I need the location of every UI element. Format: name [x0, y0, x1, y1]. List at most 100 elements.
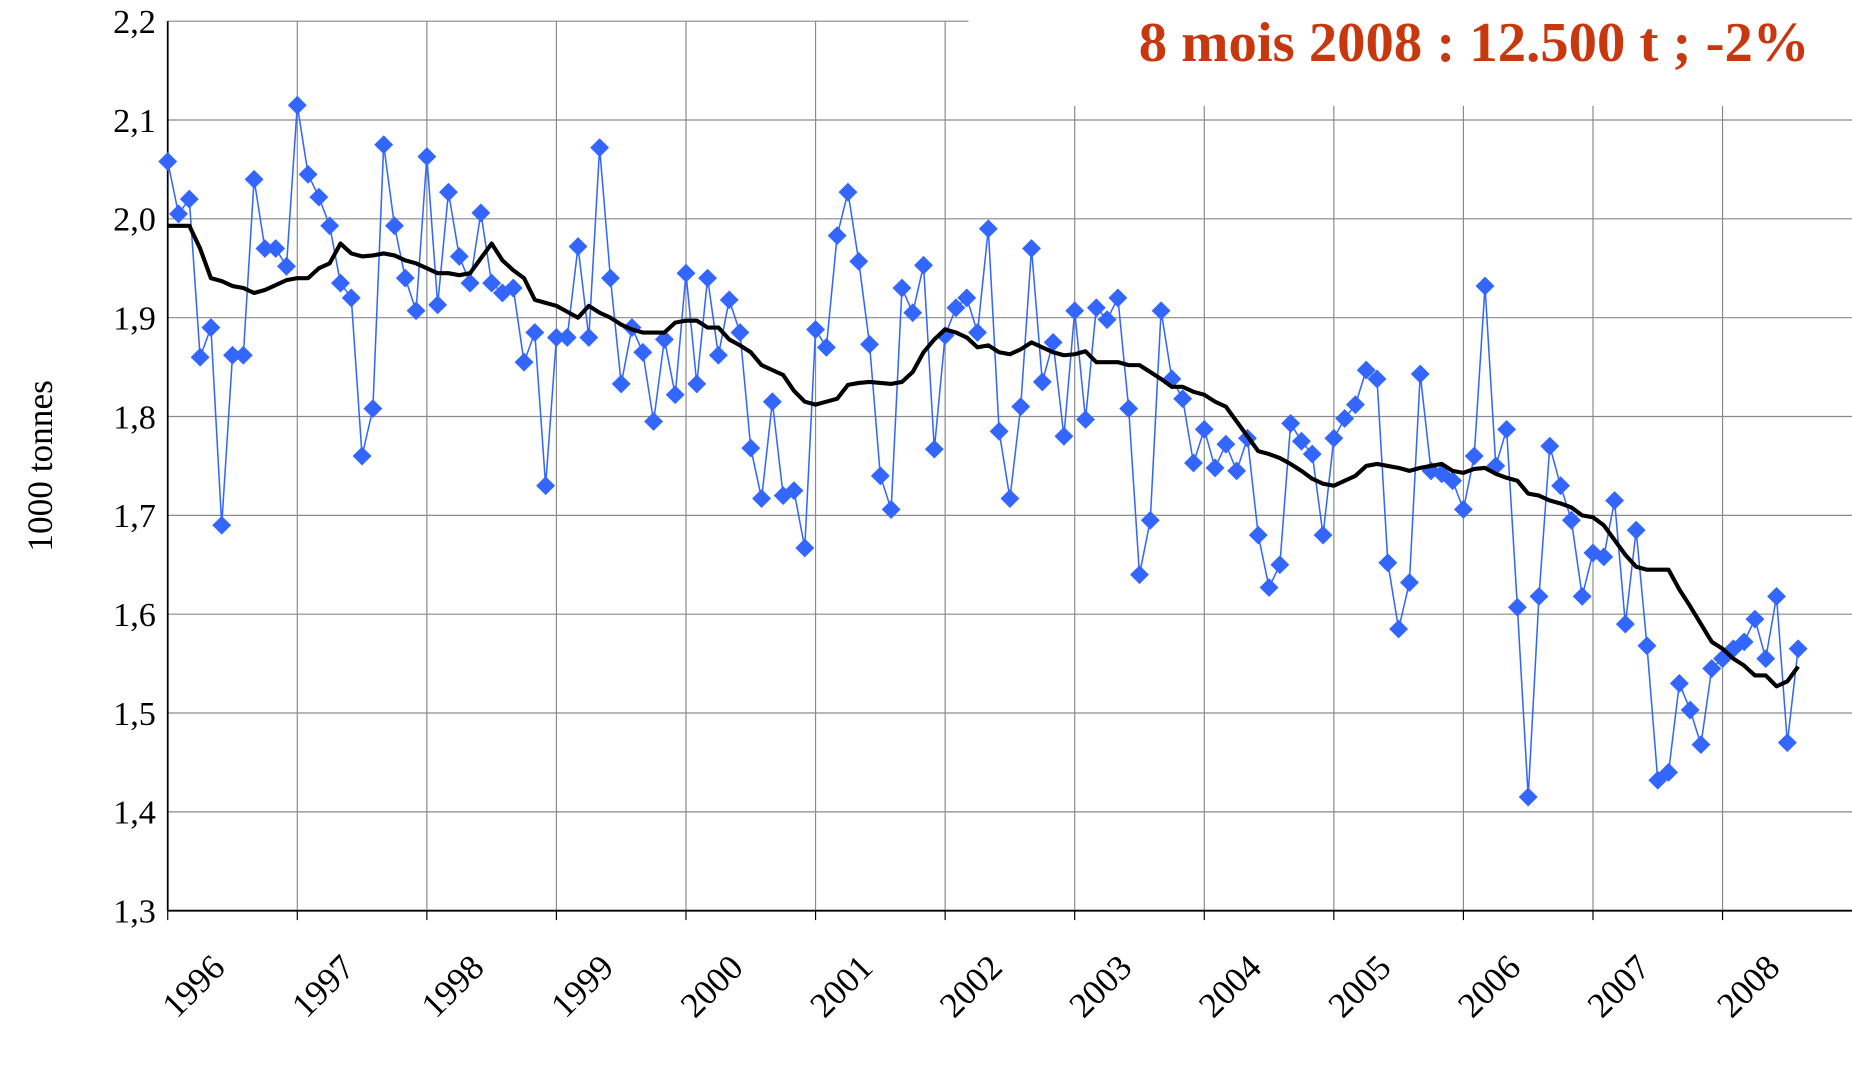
data-point [1399, 573, 1419, 592]
data-point [1248, 525, 1268, 545]
data-point [762, 392, 782, 412]
data-point [201, 318, 221, 337]
data-point [568, 237, 588, 256]
data-point [1184, 453, 1203, 473]
x-tick-label: 2000 [672, 947, 750, 1025]
data-point [654, 330, 674, 349]
data-point [309, 187, 329, 207]
data-point [1529, 586, 1549, 606]
data-point [1032, 372, 1052, 392]
data-point [1000, 489, 1020, 508]
data-point [1292, 431, 1311, 451]
data-point [1345, 395, 1365, 415]
data-point [1227, 461, 1247, 481]
data-point [514, 352, 534, 372]
data-point [233, 345, 253, 365]
y-tick-label: 2,0 [113, 202, 156, 239]
data-point [1410, 364, 1430, 384]
data-point [1615, 614, 1635, 634]
data-point [1119, 399, 1139, 419]
data-point [385, 216, 404, 236]
data-point [1205, 458, 1225, 478]
data-point [1043, 332, 1063, 352]
data-point [1788, 639, 1808, 659]
data-point [449, 246, 469, 266]
data-point [644, 412, 664, 431]
data-point [1551, 476, 1571, 496]
data-point [223, 345, 242, 365]
data-point [1702, 659, 1722, 678]
data-point [1097, 310, 1117, 330]
y-axis-label: 1000 tonnes [20, 380, 60, 552]
data-point [1054, 426, 1074, 446]
data-point [1626, 520, 1646, 540]
series-line [166, 104, 1799, 798]
data-point [1281, 414, 1301, 433]
data-point [277, 256, 296, 276]
data-point [838, 182, 858, 202]
data-point [1130, 565, 1149, 585]
data-point [363, 399, 383, 419]
y-tick-label: 1,5 [113, 696, 156, 733]
data-point [968, 323, 987, 342]
data-point [892, 278, 912, 298]
data-point [179, 189, 199, 209]
data-point [536, 476, 556, 496]
y-tick-label: 1,6 [113, 597, 156, 634]
data-point [298, 164, 318, 184]
data-point [946, 298, 966, 318]
data-point [557, 328, 577, 347]
data-point [719, 290, 739, 310]
x-tick-label: 1997 [284, 947, 362, 1025]
data-point [870, 466, 890, 486]
data-point [352, 446, 372, 466]
data-point [687, 374, 707, 394]
data-point [1356, 360, 1376, 380]
data-point [190, 347, 210, 367]
data-point [590, 138, 610, 158]
data-point [924, 439, 944, 459]
data-point [881, 500, 901, 519]
data-point [795, 538, 815, 558]
data-point [978, 219, 998, 239]
annotation: 8 mois 2008 : 12.500 t ; -2% [1139, 12, 1810, 74]
data-point [1583, 543, 1603, 563]
data-point [169, 204, 188, 224]
data-point [1076, 410, 1095, 429]
data-point [1065, 301, 1085, 321]
data-point [1475, 276, 1495, 296]
data-point [341, 288, 361, 308]
data-point [1194, 419, 1214, 439]
data-point [741, 438, 761, 458]
data-point [903, 303, 923, 323]
data-point [1734, 632, 1754, 652]
data-point [1022, 239, 1041, 258]
data-point [1745, 609, 1765, 629]
data-point [1302, 444, 1322, 464]
data-point [1443, 471, 1463, 491]
data-point [244, 169, 264, 189]
data-point [374, 135, 394, 155]
data-point [525, 323, 545, 342]
data-point [1637, 636, 1657, 656]
data-point [1669, 673, 1689, 693]
data-point [989, 421, 1009, 441]
data-point [1507, 597, 1527, 617]
data-point [1756, 649, 1776, 669]
data-point [1151, 301, 1171, 321]
data-point [1464, 446, 1484, 466]
data-point [1270, 555, 1290, 575]
data-point [1572, 586, 1592, 606]
data-point [1518, 787, 1538, 807]
data-point [708, 345, 728, 365]
y-tick-label: 2,2 [113, 4, 156, 41]
data-point [212, 515, 232, 535]
data-point [1216, 434, 1236, 454]
data-point [428, 295, 448, 315]
data-point [1389, 619, 1409, 639]
data-point [1497, 419, 1517, 439]
data-point [460, 273, 480, 293]
data-point [158, 152, 178, 171]
data-point [1777, 733, 1797, 753]
data-point [1680, 700, 1700, 720]
